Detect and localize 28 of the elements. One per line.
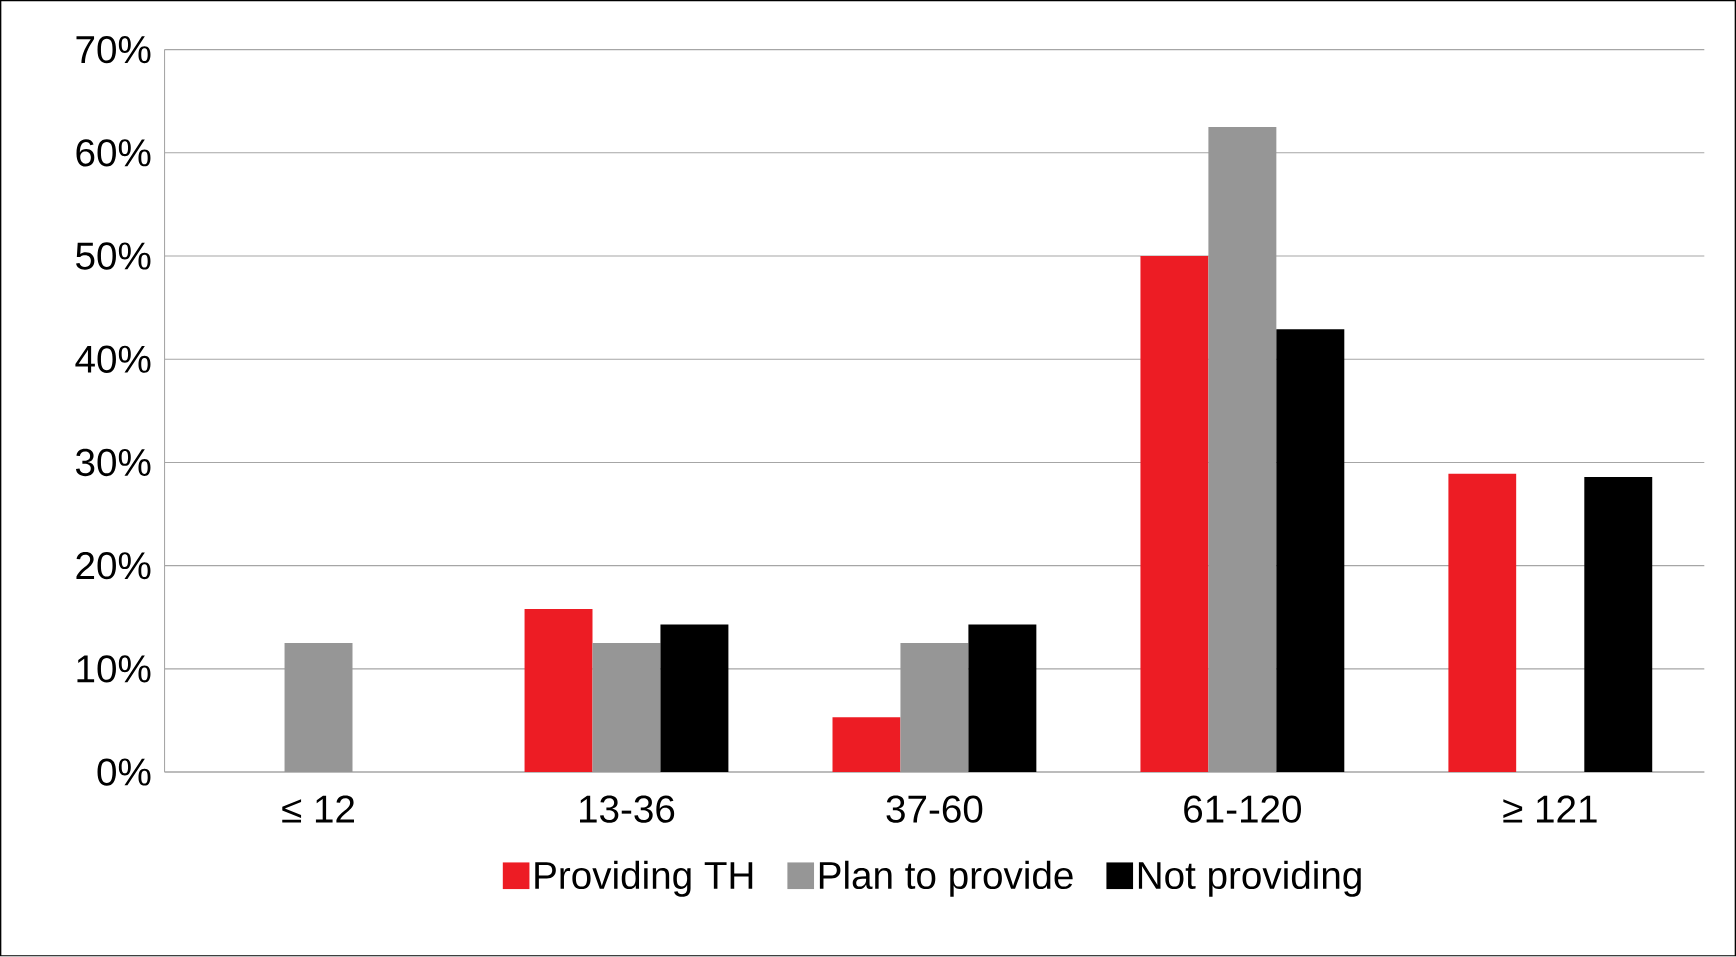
bar — [900, 643, 969, 773]
bar — [1208, 127, 1277, 773]
bar — [1140, 256, 1209, 773]
bar — [284, 643, 353, 773]
bar — [832, 717, 901, 773]
y-tick-label: 10% — [77, 655, 151, 683]
legend-label: Plan to provide — [819, 860, 1073, 897]
bar — [1276, 329, 1345, 773]
y-tick-label: 50% — [76, 242, 151, 270]
y-tick-label: 70% — [76, 36, 151, 64]
bar — [660, 624, 729, 773]
y-tick-label: 0% — [97, 758, 151, 786]
bar — [592, 643, 661, 773]
bar — [968, 624, 1037, 773]
x-tick-label: 13-36 — [580, 795, 675, 823]
bar — [524, 609, 593, 773]
x-tick-label: ≤ 12 — [282, 795, 354, 823]
y-tick-label: 60% — [76, 139, 151, 167]
y-tick-label: 20% — [76, 552, 151, 580]
x-tick-label: ≥ 121 — [1503, 795, 1597, 823]
legend-label: Providing TH — [535, 860, 753, 897]
x-tick-label: 37-60 — [886, 795, 983, 823]
bar — [1448, 474, 1517, 773]
y-tick-label: 30% — [75, 448, 151, 477]
bar — [1584, 477, 1653, 773]
legend-label: Not providing — [1138, 860, 1361, 897]
y-tick-label: 40% — [75, 345, 151, 374]
x-tick-label: 61-120 — [1184, 795, 1301, 823]
